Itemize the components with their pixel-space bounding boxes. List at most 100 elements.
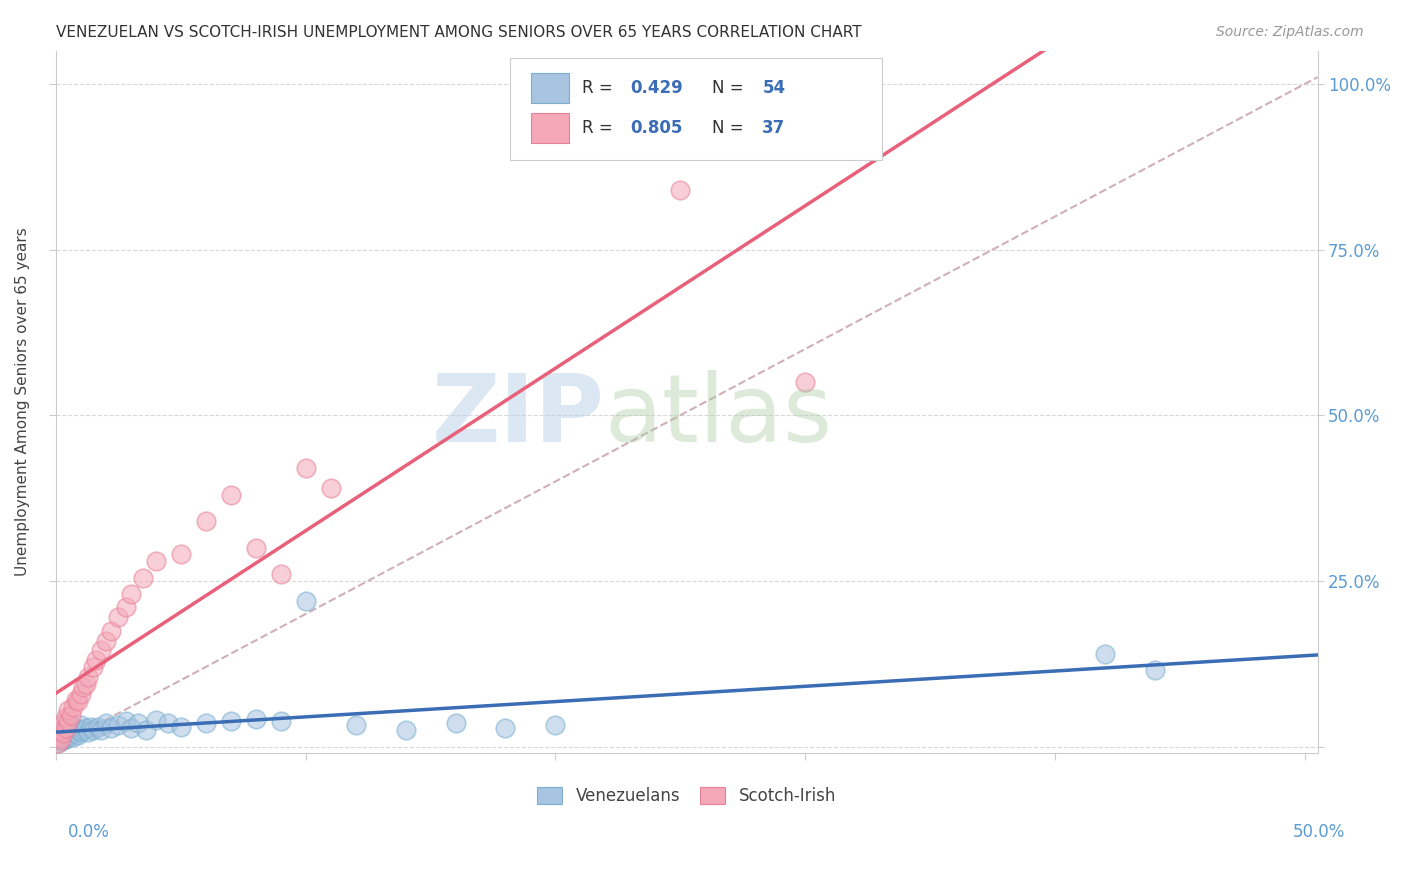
- Point: [55, 731, 77, 746]
- Point: [79, 720, 101, 734]
- Bar: [531, 73, 569, 103]
- Point: [55, 728, 77, 742]
- Point: [135, 723, 157, 737]
- Point: [56, 721, 79, 735]
- Point: [114, 600, 136, 615]
- Text: atlas: atlas: [605, 370, 832, 462]
- Point: [1094, 647, 1116, 661]
- Legend: Venezuelans, Scotch-Irish: Venezuelans, Scotch-Irish: [530, 780, 842, 812]
- Point: [49, 723, 72, 737]
- Point: [77, 670, 100, 684]
- Point: [59, 723, 82, 737]
- Point: [77, 725, 100, 739]
- Text: ZIP: ZIP: [432, 370, 605, 462]
- Point: [94, 633, 117, 648]
- Point: [52, 723, 75, 737]
- Point: [69, 687, 91, 701]
- Point: [62, 730, 84, 744]
- Point: [1144, 664, 1167, 678]
- Point: [52, 733, 75, 747]
- Point: [55, 720, 77, 734]
- Text: 0.805: 0.805: [630, 119, 682, 137]
- Point: [100, 721, 122, 735]
- FancyBboxPatch shape: [510, 58, 882, 160]
- Point: [49, 726, 72, 740]
- Point: [82, 723, 104, 737]
- Point: [55, 710, 77, 724]
- Point: [56, 703, 79, 717]
- Text: R =: R =: [582, 119, 617, 137]
- Point: [245, 541, 267, 555]
- Point: [46, 736, 69, 750]
- Text: 0.429: 0.429: [630, 78, 682, 97]
- Point: [132, 570, 155, 584]
- Point: [87, 720, 110, 734]
- Point: [145, 713, 167, 727]
- Point: [75, 721, 97, 735]
- Point: [270, 567, 292, 582]
- Point: [169, 720, 191, 734]
- Point: [67, 694, 90, 708]
- Point: [444, 716, 467, 731]
- Point: [62, 720, 84, 734]
- Point: [49, 731, 72, 746]
- Point: [72, 680, 94, 694]
- Text: 37: 37: [762, 119, 786, 137]
- Point: [127, 716, 149, 731]
- Point: [294, 461, 316, 475]
- Point: [46, 736, 69, 750]
- Point: [56, 714, 79, 729]
- Point: [120, 721, 142, 735]
- Point: [94, 716, 117, 731]
- Point: [59, 707, 82, 722]
- Text: N =: N =: [711, 78, 749, 97]
- Text: 50.0%: 50.0%: [1292, 822, 1346, 840]
- Point: [52, 730, 75, 744]
- Point: [90, 643, 112, 657]
- Point: [69, 718, 91, 732]
- Point: [219, 714, 242, 729]
- Point: [194, 716, 217, 731]
- Point: [495, 721, 517, 735]
- Point: [49, 734, 72, 748]
- Point: [120, 587, 142, 601]
- Point: [52, 716, 75, 731]
- Point: [82, 660, 104, 674]
- Point: [319, 481, 342, 495]
- Point: [394, 723, 416, 737]
- Text: N =: N =: [711, 119, 749, 137]
- Point: [59, 728, 82, 742]
- Point: [56, 730, 79, 744]
- Point: [46, 733, 69, 747]
- Point: [67, 723, 90, 737]
- Point: [65, 693, 87, 707]
- Point: [65, 726, 87, 740]
- Text: 0.0%: 0.0%: [67, 822, 110, 840]
- Point: [169, 547, 191, 561]
- Point: [90, 723, 112, 737]
- Point: [544, 718, 567, 732]
- Y-axis label: Unemployment Among Seniors over 65 years: Unemployment Among Seniors over 65 years: [15, 227, 30, 576]
- Point: [107, 718, 129, 732]
- Point: [72, 723, 94, 737]
- Point: [219, 488, 242, 502]
- Point: [75, 676, 97, 690]
- Point: [157, 716, 180, 731]
- Point: [344, 718, 367, 732]
- Text: 54: 54: [762, 78, 786, 97]
- Point: [56, 726, 79, 740]
- Point: [100, 624, 122, 638]
- Point: [294, 593, 316, 607]
- Bar: [531, 113, 569, 143]
- Text: R =: R =: [582, 78, 617, 97]
- Point: [107, 610, 129, 624]
- Point: [62, 699, 84, 714]
- Point: [55, 721, 77, 735]
- Point: [270, 714, 292, 729]
- Point: [794, 375, 817, 389]
- Point: [69, 725, 91, 739]
- Point: [194, 514, 217, 528]
- Point: [145, 554, 167, 568]
- Point: [669, 183, 692, 197]
- Point: [46, 730, 69, 744]
